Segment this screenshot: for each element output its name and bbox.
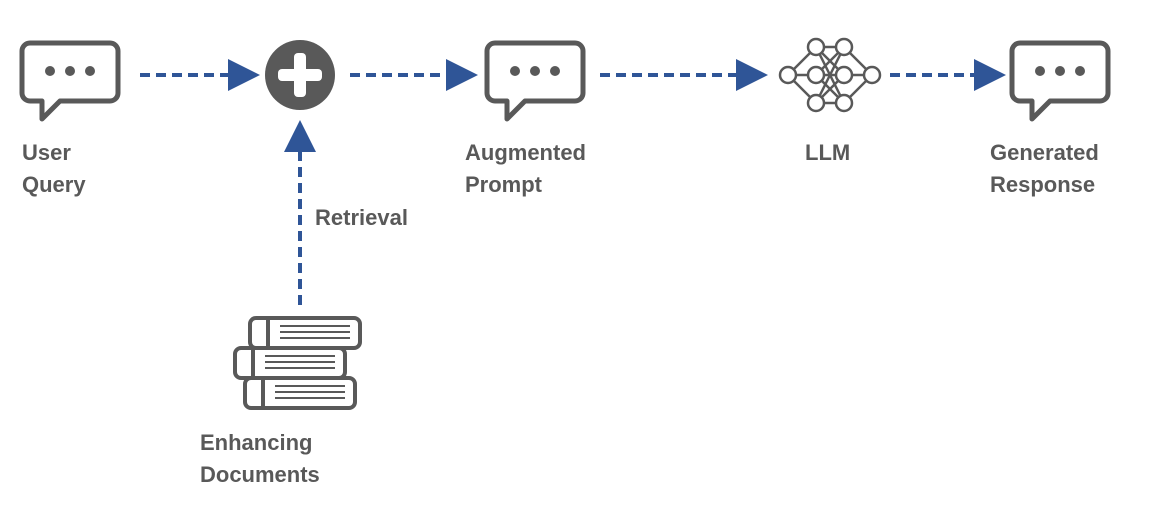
generated-label-1: Generated — [990, 140, 1099, 165]
documents-label-2: Documents — [200, 462, 320, 487]
rag-flow-diagram: User Query Augmented Prompt — [0, 0, 1160, 508]
speech-bubble-icon — [487, 43, 583, 119]
user-query-label-2: Query — [22, 172, 86, 197]
neural-network-icon — [780, 39, 880, 111]
speech-bubble-icon — [22, 43, 118, 119]
augmented-label-1: Augmented — [465, 140, 586, 165]
documents-label-1: Enhancing — [200, 430, 312, 455]
user-query-label-1: User — [22, 140, 71, 165]
generated-label-2: Response — [990, 172, 1095, 197]
node-combine — [265, 40, 335, 110]
node-enhancing-documents: Enhancing Documents — [200, 318, 360, 487]
speech-bubble-icon — [1012, 43, 1108, 119]
node-llm: LLM — [780, 39, 880, 165]
node-generated-response: Generated Response — [990, 43, 1108, 197]
llm-label: LLM — [805, 140, 850, 165]
books-icon — [235, 318, 360, 408]
node-augmented-prompt: Augmented Prompt — [465, 43, 586, 197]
augmented-label-2: Prompt — [465, 172, 543, 197]
retrieval-label: Retrieval — [315, 205, 408, 230]
node-user-query: User Query — [22, 43, 118, 197]
